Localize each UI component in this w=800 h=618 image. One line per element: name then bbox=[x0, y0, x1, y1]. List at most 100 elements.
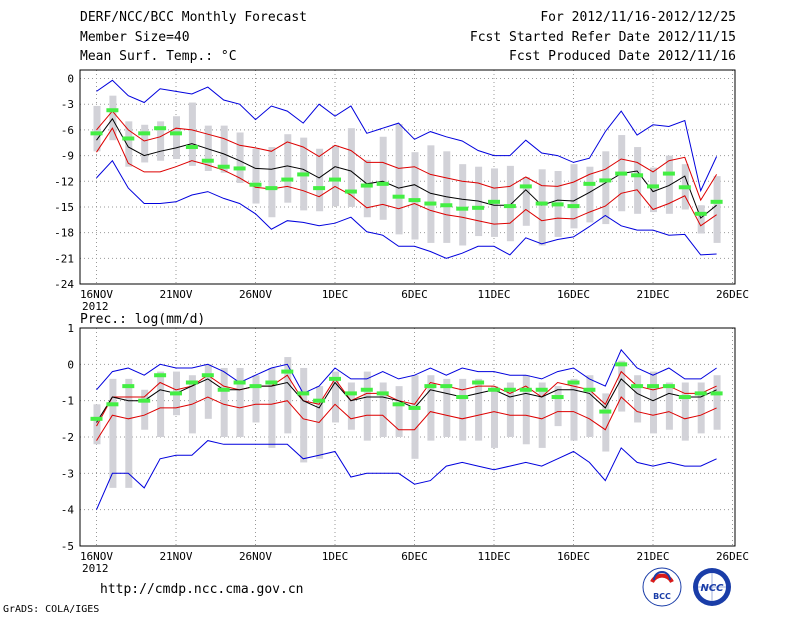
spread-box bbox=[681, 382, 689, 441]
spread-box bbox=[236, 367, 244, 437]
observed-marker bbox=[519, 184, 532, 189]
observed-marker bbox=[249, 182, 262, 187]
forecast-produced-label: Fcst Produced Date 2012/11/16 bbox=[509, 49, 736, 64]
spread-box bbox=[316, 148, 324, 212]
series-upper-line bbox=[96, 110, 718, 202]
observed-marker bbox=[392, 194, 405, 199]
spread-box bbox=[204, 125, 212, 172]
observed-marker bbox=[233, 380, 246, 385]
spread-box bbox=[220, 125, 228, 173]
spread-box bbox=[347, 382, 355, 430]
observed-marker bbox=[567, 380, 580, 385]
y-tick-label: -21 bbox=[54, 252, 74, 265]
spread-box bbox=[554, 386, 562, 427]
y-tick-label: -3 bbox=[61, 467, 74, 480]
observed-marker bbox=[694, 211, 707, 216]
observed-marker bbox=[551, 395, 564, 400]
observed-marker bbox=[424, 384, 437, 389]
observed-marker bbox=[329, 177, 341, 182]
spread-box bbox=[506, 382, 514, 437]
observed-marker bbox=[456, 206, 469, 211]
series-max-line bbox=[96, 79, 718, 193]
spread-box bbox=[157, 121, 165, 161]
observed-marker bbox=[472, 380, 485, 385]
spread-box bbox=[618, 360, 626, 412]
x-tick-label: 11DEC bbox=[477, 288, 510, 301]
observed-marker bbox=[694, 391, 707, 396]
observed-marker bbox=[424, 201, 437, 206]
spread-box bbox=[236, 132, 244, 183]
observed-marker bbox=[567, 204, 580, 209]
observed-marker bbox=[154, 126, 167, 131]
x-tick-label: 26NOV bbox=[239, 550, 272, 563]
spread-box bbox=[427, 375, 435, 441]
observed-marker bbox=[583, 387, 596, 392]
series-max-line bbox=[96, 348, 717, 395]
spread-box bbox=[538, 169, 546, 246]
observed-marker bbox=[249, 384, 262, 389]
spread-box bbox=[220, 367, 228, 437]
ncc-logo-text: NCC bbox=[700, 583, 724, 594]
observed-marker bbox=[170, 391, 182, 396]
ncc-logo: NCC bbox=[693, 568, 731, 606]
observed-marker bbox=[599, 409, 612, 414]
observed-marker bbox=[138, 131, 151, 136]
spread-box bbox=[634, 375, 642, 423]
observed-marker bbox=[631, 173, 644, 178]
series-upper-line bbox=[96, 370, 717, 427]
spread-box bbox=[379, 136, 387, 220]
x-tick-label: 16DEC bbox=[557, 288, 590, 301]
x-tick-label: 21DEC bbox=[636, 288, 669, 301]
bcc-logo-text: BCC bbox=[653, 592, 671, 601]
spread-box bbox=[284, 357, 292, 434]
y-tick-label: 0 bbox=[67, 358, 74, 371]
y-tick-label: -15 bbox=[54, 201, 74, 214]
observed-marker bbox=[217, 164, 230, 169]
spread-box bbox=[252, 375, 260, 423]
observed-marker bbox=[360, 183, 373, 188]
observed-marker bbox=[201, 158, 214, 163]
observed-marker bbox=[472, 205, 485, 210]
observed-marker bbox=[313, 186, 326, 191]
observed-marker bbox=[233, 166, 246, 171]
member-size-label: Member Size=40 bbox=[80, 30, 190, 45]
panel-title: Prec.: log(mm/d) bbox=[80, 312, 205, 327]
observed-marker bbox=[519, 387, 532, 392]
observed-marker bbox=[281, 177, 294, 182]
spread-box bbox=[125, 121, 133, 167]
y-tick-label: -5 bbox=[61, 540, 74, 553]
spread-box bbox=[522, 177, 530, 226]
observed-marker bbox=[710, 391, 723, 396]
spread-box bbox=[109, 378, 117, 488]
x-year-label: 2012 bbox=[82, 562, 109, 575]
spread-box bbox=[300, 367, 308, 463]
forecast-period-label: For 2012/11/16-2012/12/25 bbox=[540, 10, 736, 25]
spread-box bbox=[602, 393, 610, 452]
observed-marker bbox=[615, 362, 628, 367]
spread-box bbox=[602, 151, 610, 225]
spread-box bbox=[570, 378, 578, 441]
spread-box bbox=[141, 389, 149, 430]
series-mean-line bbox=[96, 378, 717, 423]
spread-box bbox=[157, 371, 165, 437]
logos: BCC NCC bbox=[642, 567, 731, 607]
observed-marker bbox=[106, 108, 119, 113]
spread-box bbox=[173, 116, 180, 160]
panel-2: 1 0 -1 -2 -3 -4 -5 16NOV 21NOV 26NOV 1DEC 6DEC 11DEC… bbox=[61, 312, 749, 575]
spread-box bbox=[395, 386, 403, 437]
observed-marker bbox=[488, 387, 500, 392]
observed-marker bbox=[662, 384, 675, 389]
observed-marker bbox=[631, 384, 644, 389]
observed-marker bbox=[710, 199, 723, 204]
spread-box bbox=[188, 102, 196, 166]
spread-box bbox=[141, 124, 149, 163]
spread-box bbox=[665, 382, 673, 430]
spread-box bbox=[284, 134, 292, 203]
y-tick-label: -1 bbox=[61, 395, 74, 408]
spread-box bbox=[363, 159, 371, 218]
source-url[interactable]: http://cmdp.ncc.cma.gov.cn bbox=[100, 582, 304, 597]
observed-marker bbox=[662, 171, 675, 176]
spread-box bbox=[379, 382, 387, 437]
x-tick-label: 26DEC bbox=[716, 550, 749, 563]
series-min-line bbox=[96, 159, 717, 259]
